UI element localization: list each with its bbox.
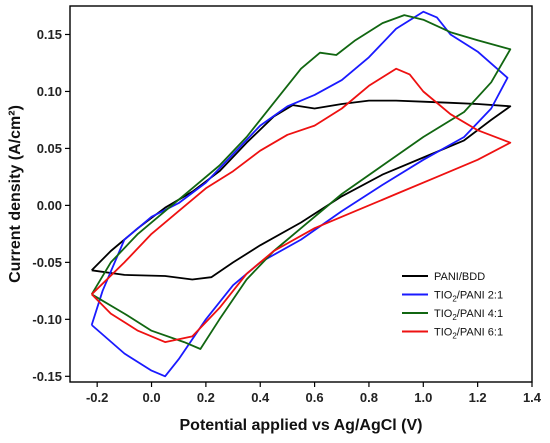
plot-area — [69, 5, 533, 383]
x-tick-label: 1.2 — [469, 390, 487, 405]
legend-entry-label: PANI/BDD — [434, 271, 485, 283]
y-tick-label: 0.05 — [37, 141, 62, 156]
y-tick-label: -0.10 — [32, 312, 62, 327]
y-tick-label: -0.05 — [32, 255, 62, 270]
x-tick-label: -0.2 — [86, 390, 108, 405]
y-axis-label: Current density (A/cm²) — [7, 105, 24, 283]
y-tick-label: 0.15 — [37, 27, 62, 42]
axes-group: -0.2 0.0 0.2 0.4 0.6 0.8 1.0 1.2 1.4 -0.15 -0.10 -0… — [32, 27, 541, 405]
legend: PANI/BDD TIO2/PANI 2:1 TIO2/PANI 4:1 TIO2/P… — [402, 271, 503, 341]
x-axis-label: Potential applied vs Ag/AgCl (V) — [180, 417, 423, 434]
x-tick-label: 1.4 — [523, 390, 542, 405]
series-group — [90, 10, 512, 378]
legend-entry-label: TIO2/PANI 4:1 — [434, 308, 503, 322]
x-tick-label: 1.0 — [414, 390, 432, 405]
y-tick-label: -0.15 — [32, 369, 62, 384]
plot-frame — [69, 5, 533, 383]
series-line — [91, 67, 512, 343]
series-line — [90, 14, 512, 350]
series-line — [91, 99, 512, 281]
x-tick-label: 0.8 — [360, 390, 378, 405]
legend-entry-label: TIO2/PANI 2:1 — [434, 290, 503, 304]
series-line — [90, 10, 509, 378]
y-tick-label: 0.10 — [37, 84, 62, 99]
x-tick-label: 0.4 — [251, 390, 270, 405]
x-tick-label: 0.2 — [197, 390, 215, 405]
legend-entry-label: TIO2/PANI 6:1 — [434, 327, 503, 341]
x-tick-label: 0.0 — [142, 390, 160, 405]
y-tick-label: 0.00 — [37, 198, 62, 213]
x-tick-label: 0.6 — [306, 390, 324, 405]
